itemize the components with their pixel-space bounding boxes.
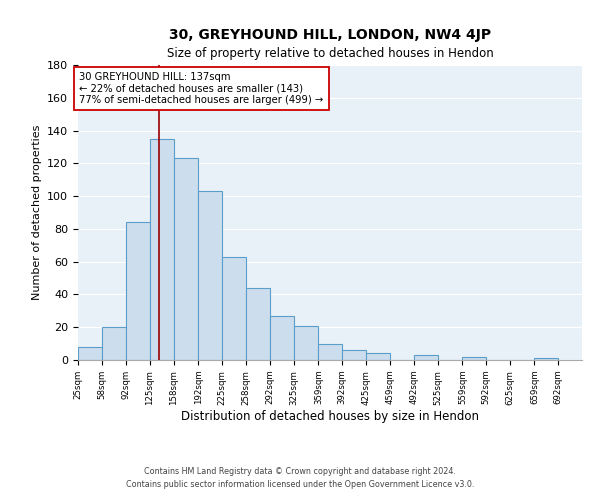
Bar xyxy=(150,138,174,360)
Text: 30, GREYHOUND HILL, LONDON, NW4 4JP: 30, GREYHOUND HILL, LONDON, NW4 4JP xyxy=(169,28,491,42)
Text: Contains HM Land Registry data © Crown copyright and database right 2024.: Contains HM Land Registry data © Crown c… xyxy=(144,467,456,476)
Bar xyxy=(198,191,222,360)
Bar xyxy=(342,350,366,360)
Text: 30 GREYHOUND HILL: 137sqm
← 22% of detached houses are smaller (143)
77% of semi: 30 GREYHOUND HILL: 137sqm ← 22% of detac… xyxy=(79,72,323,105)
X-axis label: Distribution of detached houses by size in Hendon: Distribution of detached houses by size … xyxy=(181,410,479,423)
Bar xyxy=(535,358,558,360)
Text: Size of property relative to detached houses in Hendon: Size of property relative to detached ho… xyxy=(167,48,493,60)
Bar xyxy=(78,347,102,360)
Bar xyxy=(294,326,318,360)
Bar xyxy=(414,355,438,360)
Bar xyxy=(246,288,269,360)
Bar xyxy=(463,356,486,360)
Bar xyxy=(222,257,246,360)
Y-axis label: Number of detached properties: Number of detached properties xyxy=(32,125,41,300)
Text: Contains public sector information licensed under the Open Government Licence v3: Contains public sector information licen… xyxy=(126,480,474,489)
Bar xyxy=(270,316,294,360)
Bar xyxy=(126,222,150,360)
Bar xyxy=(174,158,197,360)
Bar xyxy=(102,327,125,360)
Bar xyxy=(319,344,342,360)
Bar xyxy=(366,354,390,360)
